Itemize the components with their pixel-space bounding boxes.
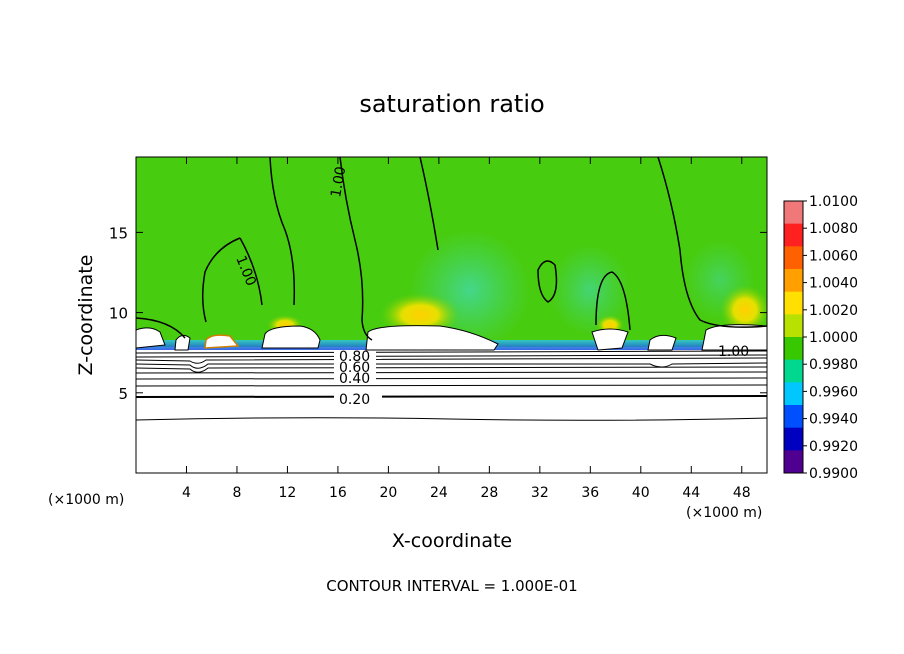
colorbar-label: 0.9900 bbox=[809, 466, 858, 482]
colorbar-label: 1.0040 bbox=[809, 276, 858, 292]
contour-line bbox=[136, 366, 767, 373]
contour-line bbox=[136, 362, 767, 369]
colorbar: 1.0100 1.0080 1.0060 1.0040 1.0020 1.0000 0.99… bbox=[783, 194, 858, 482]
contour-line bbox=[537, 260, 558, 303]
colorbar-swatch bbox=[784, 337, 803, 361]
colorbar-label: 1.0020 bbox=[809, 303, 858, 319]
contour-line bbox=[136, 350, 767, 354]
y-axis: 5 10 15 bbox=[109, 224, 767, 403]
chart-title: saturation ratio bbox=[359, 90, 544, 118]
colorbar-label: 0.9940 bbox=[809, 412, 858, 428]
x-tick-label: 48 bbox=[733, 485, 751, 501]
x-tick-label: 20 bbox=[379, 485, 397, 501]
colorbar-swatch bbox=[784, 427, 803, 451]
contour-label: 1.00 bbox=[718, 344, 749, 360]
cloud-blob bbox=[591, 328, 629, 351]
x-tick-label: 24 bbox=[430, 485, 448, 501]
y-tick-label: 5 bbox=[118, 385, 128, 403]
contour-label: 0.20 bbox=[339, 392, 370, 408]
x-tick-label: 8 bbox=[232, 485, 241, 501]
plot-area bbox=[136, 157, 767, 473]
colorbar-label: 1.0060 bbox=[809, 248, 858, 264]
contour-interval-text: CONTOUR INTERVAL = 1.000E-01 bbox=[326, 577, 577, 595]
x-tick-label: 4 bbox=[182, 485, 191, 501]
x-axis-title: X-coordinate bbox=[392, 530, 512, 552]
cloud-blob bbox=[365, 325, 499, 351]
colorbar-label: 1.0080 bbox=[809, 221, 858, 237]
x-axis: 4 8 12 16 20 24 28 32 36 40 44 48 bbox=[182, 157, 751, 501]
x-tick-label: 44 bbox=[682, 485, 700, 501]
colorbar-swatch bbox=[784, 291, 803, 315]
colorbar-label: 0.9960 bbox=[809, 384, 858, 400]
contour-line bbox=[136, 371, 767, 374]
contour-line bbox=[136, 354, 767, 358]
contour-line bbox=[419, 157, 439, 251]
contour-line bbox=[202, 237, 241, 323]
cloud-blob bbox=[136, 327, 166, 349]
plot-frame bbox=[135, 156, 768, 474]
contour-line bbox=[136, 395, 767, 398]
contour-label: 0.40 bbox=[339, 371, 370, 387]
colorbar-swatch bbox=[784, 405, 803, 429]
field-below-base bbox=[136, 350, 767, 473]
x-tick-label: 36 bbox=[581, 485, 599, 501]
contour-line bbox=[239, 237, 263, 306]
colorbar-swatch bbox=[784, 359, 803, 383]
contour-line bbox=[269, 157, 296, 306]
x-tick-label: 40 bbox=[632, 485, 650, 501]
cloud-blob bbox=[647, 334, 677, 351]
colorbar-swatch bbox=[784, 382, 803, 406]
colorbar-swatch bbox=[784, 314, 803, 338]
contour-line bbox=[136, 357, 767, 364]
colorbar-label: 0.9920 bbox=[809, 439, 858, 455]
contour-line bbox=[339, 157, 373, 341]
cloud-blob bbox=[204, 334, 240, 349]
contour-labels: 0.80 0.60 0.40 0.20 1.00 1.00 1.00 bbox=[232, 165, 749, 408]
contour-line bbox=[136, 384, 767, 387]
colorbar-swatch bbox=[784, 269, 803, 293]
x-tick-label: 16 bbox=[329, 485, 347, 501]
x-unit-label-right: (×1000 m) bbox=[686, 505, 762, 521]
colorbar-swatch bbox=[784, 246, 803, 270]
contour-line bbox=[136, 417, 767, 421]
x-tick-label: 32 bbox=[531, 485, 549, 501]
cloud-blob bbox=[261, 325, 321, 349]
x-tick-label: 28 bbox=[480, 485, 498, 501]
y-axis-title: Z-coordinate bbox=[75, 255, 97, 376]
x-tick-label: 12 bbox=[279, 485, 297, 501]
colorbar-swatch bbox=[784, 450, 803, 474]
colorbar-label: 1.0000 bbox=[809, 330, 858, 346]
colorbar-label: 0.9980 bbox=[809, 357, 858, 373]
contour-line bbox=[136, 377, 767, 380]
contour-line bbox=[657, 157, 767, 328]
cloud-blob bbox=[174, 334, 191, 351]
y-tick-label: 15 bbox=[109, 224, 128, 242]
x-unit-label-left: (×1000 m) bbox=[48, 492, 124, 508]
contour-line bbox=[595, 271, 631, 331]
colorbar-swatch bbox=[784, 201, 803, 225]
colorbar-label: 1.0100 bbox=[809, 194, 858, 210]
contour-label: 1.00 bbox=[328, 165, 349, 198]
field-patch bbox=[550, 245, 630, 335]
field-patch bbox=[720, 285, 767, 335]
y-tick-label: 10 bbox=[109, 305, 128, 323]
contour-line bbox=[136, 317, 186, 339]
contour-label: 0.80 bbox=[339, 349, 370, 365]
cloud-blob bbox=[701, 324, 767, 351]
colorbar-swatch bbox=[784, 223, 803, 247]
